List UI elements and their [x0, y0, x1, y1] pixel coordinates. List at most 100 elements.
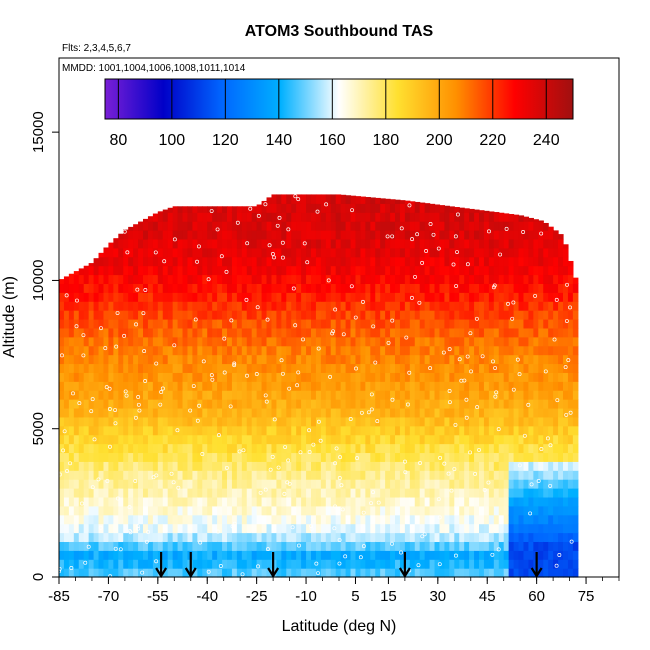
- observation-marker: [122, 229, 127, 234]
- heat-cell: [138, 230, 144, 240]
- heat-cell: [553, 452, 559, 462]
- heat-cell: [498, 559, 505, 569]
- heat-cell: [301, 505, 307, 516]
- heat-cell: [83, 363, 90, 373]
- heat-cell: [350, 292, 357, 302]
- heat-cell: [498, 372, 505, 382]
- heat-cell: [108, 372, 114, 382]
- heat-cell: [543, 568, 549, 578]
- heat-cell: [464, 568, 470, 578]
- heat-cell: [513, 327, 520, 338]
- heat-cell: [73, 407, 80, 418]
- heat-cell: [419, 202, 426, 204]
- observation-marker: [224, 465, 229, 470]
- heat-cell: [390, 336, 396, 347]
- heat-cell: [469, 292, 475, 302]
- heat-cell: [419, 399, 426, 409]
- heat-cell: [296, 354, 302, 365]
- heat-cell: [187, 443, 194, 454]
- heat-cell: [483, 505, 490, 516]
- heat-cell: [261, 381, 268, 391]
- heat-cell: [133, 310, 139, 320]
- heat-cell: [207, 425, 213, 436]
- heat-cell: [311, 479, 317, 489]
- heat-cell: [350, 568, 357, 578]
- heat-cell: [222, 488, 228, 498]
- heat-cell: [355, 470, 362, 480]
- heat-cell: [567, 274, 574, 284]
- heat-cell: [360, 372, 366, 382]
- heat-cell: [350, 541, 357, 551]
- heat-cell: [360, 336, 366, 347]
- heat-cell: [340, 194, 347, 204]
- heat-cell: [434, 425, 441, 436]
- heat-cell: [464, 265, 470, 276]
- heat-cell: [459, 256, 465, 267]
- heat-cell: [152, 407, 159, 418]
- heat-cell: [88, 505, 95, 516]
- heat-cell: [385, 470, 391, 480]
- heat-cell: [355, 247, 362, 258]
- heat-cell: [459, 407, 465, 418]
- heat-cell: [236, 390, 243, 400]
- observation-marker: [272, 417, 277, 422]
- heat-cell: [227, 292, 233, 302]
- observation-marker: [264, 399, 269, 404]
- heat-cell: [429, 345, 436, 356]
- observation-marker: [491, 285, 496, 290]
- heat-cell: [320, 541, 327, 551]
- heat-cell: [315, 523, 322, 534]
- heat-cell: [464, 461, 470, 471]
- heat-cell: [444, 256, 450, 267]
- heat-cell: [434, 443, 441, 454]
- heat-cell: [548, 381, 554, 391]
- heat-cell: [113, 256, 119, 267]
- heat-cell: [429, 318, 436, 329]
- heat-cell: [73, 327, 80, 338]
- heat-cell: [68, 345, 75, 356]
- heat-cell: [83, 505, 90, 516]
- heat-cell: [291, 327, 297, 338]
- heat-cell: [73, 354, 80, 365]
- heat-cell: [231, 247, 238, 258]
- heat-cell: [108, 381, 114, 391]
- heat-cell: [157, 292, 164, 302]
- heat-cell: [227, 310, 233, 320]
- heat-cell: [325, 550, 332, 560]
- heat-cell: [123, 363, 129, 373]
- heat-cell: [276, 452, 282, 462]
- heat-cell: [73, 541, 80, 551]
- heat-cell: [217, 318, 223, 329]
- heat-cell: [538, 496, 544, 507]
- heat-cell: [88, 274, 95, 284]
- heat-cell: [78, 354, 85, 365]
- heat-cell: [424, 372, 431, 382]
- heat-cell: [498, 505, 505, 516]
- heat-cell: [231, 363, 238, 373]
- heat-cell: [533, 407, 539, 418]
- heat-cell: [488, 416, 495, 427]
- heat-cell: [217, 310, 223, 320]
- heat-cell: [315, 354, 322, 365]
- heat-cell: [518, 443, 525, 454]
- heat-cell: [231, 470, 238, 480]
- heat-cell: [335, 425, 342, 436]
- heat-cell: [108, 479, 114, 489]
- heat-cell: [152, 310, 159, 320]
- heat-cell: [375, 354, 381, 365]
- heat-cell: [558, 301, 564, 311]
- heat-cell: [143, 247, 149, 258]
- heat-cell: [533, 221, 539, 231]
- heat-cell: [311, 434, 317, 445]
- observation-marker: [517, 372, 522, 377]
- heat-cell: [345, 407, 352, 418]
- heat-cell: [296, 274, 302, 284]
- heat-cell: [355, 327, 362, 338]
- heat-cell: [548, 514, 554, 525]
- heat-cell: [335, 523, 342, 534]
- heat-cell: [182, 496, 189, 507]
- heat-cell: [192, 221, 198, 231]
- heat-cell: [365, 310, 371, 320]
- observation-marker: [453, 234, 458, 239]
- heat-cell: [508, 310, 515, 320]
